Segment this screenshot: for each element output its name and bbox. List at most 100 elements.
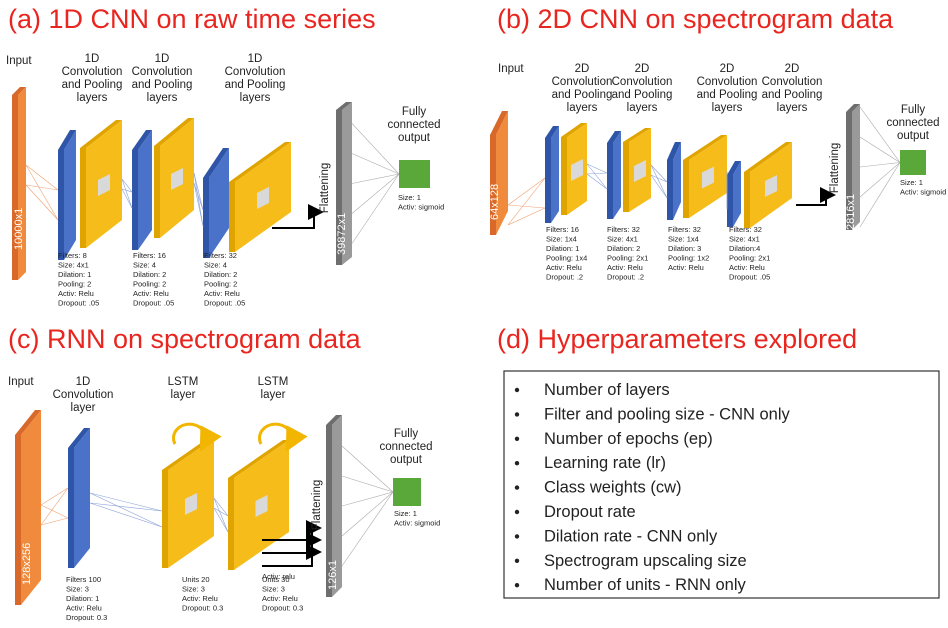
connection xyxy=(859,162,901,168)
flatten-block xyxy=(326,415,342,425)
layer-block xyxy=(68,428,90,448)
panel-title: (a) 1D CNN on raw time series xyxy=(8,4,376,34)
layer-param: Filters: 16 xyxy=(546,225,579,234)
layer-label: and Pooling xyxy=(762,89,823,101)
connection xyxy=(40,517,69,526)
output-param: Size: 1 xyxy=(900,178,923,187)
connection xyxy=(586,163,608,190)
input-size: 10000x1 xyxy=(13,208,25,250)
layer-label: and Pooling xyxy=(225,79,286,91)
panel-title: (d) Hyperparameters explored xyxy=(497,324,857,354)
connection xyxy=(213,507,229,533)
layer-param: Size: 3 xyxy=(182,585,205,594)
layer-block xyxy=(209,148,229,258)
layer-block xyxy=(683,160,689,218)
output-label: Fully xyxy=(394,428,419,440)
connection xyxy=(507,177,546,226)
layer-label: layer xyxy=(71,402,96,414)
connection xyxy=(650,164,668,199)
layer-label: 2D xyxy=(575,63,590,75)
flatten-block xyxy=(342,102,352,265)
layer-block xyxy=(673,142,681,220)
input-block xyxy=(21,410,41,605)
connection xyxy=(121,178,133,209)
layer-label: 2D xyxy=(785,63,800,75)
connection xyxy=(89,492,163,528)
layer-param: Pooling: 2 xyxy=(58,280,91,289)
layer-label: layers xyxy=(712,102,743,114)
layer-block xyxy=(733,161,741,227)
bullet xyxy=(514,534,520,539)
input-label: Input xyxy=(6,55,32,67)
layer-param: Dilation: 3 xyxy=(668,244,701,253)
layer-param: Activ: Relu xyxy=(66,604,102,613)
layer-param: Pooling: 2x1 xyxy=(607,254,648,263)
layer-param: Filters: 16 xyxy=(133,251,166,260)
layer-block xyxy=(727,161,741,175)
layer-param: Dropout: .2 xyxy=(607,273,644,282)
input-block xyxy=(12,95,18,280)
output-node xyxy=(393,478,421,506)
output-label: output xyxy=(897,130,930,142)
layer-label: and Pooling xyxy=(132,79,193,91)
panel-title: (b) 2D CNN on spectrogram data xyxy=(497,4,894,34)
layer-label: 1D xyxy=(76,376,91,388)
layer-param: Size: 4 xyxy=(133,261,156,270)
layer-param: Dropout: .05 xyxy=(58,299,99,308)
layer-label: and Pooling xyxy=(62,79,123,91)
layer-param: Units 20 xyxy=(182,575,210,584)
output-param: Activ: sigmoid xyxy=(394,519,440,528)
bullet xyxy=(514,509,520,515)
flatten-block xyxy=(326,425,332,597)
connection xyxy=(341,445,394,493)
connection xyxy=(351,173,400,184)
layer-label: layers xyxy=(777,102,808,114)
layer-label: Convolution xyxy=(225,66,286,78)
layer-block xyxy=(138,130,152,250)
layer-label: Convolution xyxy=(62,66,123,78)
recurrent-arrow xyxy=(258,422,308,452)
layer-param: Size: 1x4 xyxy=(546,235,577,244)
layer-param: Filters: 32 xyxy=(607,225,640,234)
layer-block xyxy=(58,150,64,260)
connection xyxy=(25,164,59,221)
output-label: output xyxy=(390,454,423,466)
layer-param: Dilation:4 xyxy=(729,244,760,253)
input-block xyxy=(18,87,26,280)
layer-param: Size: 3 xyxy=(66,585,89,594)
layer-label: Convolution xyxy=(762,76,823,88)
layer-param: Size: 1x4 xyxy=(668,235,699,244)
layer-param: Filters 100 xyxy=(66,575,101,584)
layer-param: Size: 3 xyxy=(262,585,285,594)
connection xyxy=(507,204,546,209)
layer-label: Convolution xyxy=(612,76,673,88)
layer-param: Pooling: 2x1 xyxy=(729,254,770,263)
layer-block xyxy=(203,148,229,178)
layer-param: Activ: Relu xyxy=(182,594,218,603)
layer-param: Dropout: .05 xyxy=(729,273,770,282)
bullet xyxy=(514,461,520,466)
layer-label: Convolution xyxy=(53,389,114,401)
output-param: Activ: sigmoid xyxy=(900,188,946,197)
connection xyxy=(40,487,69,526)
layer-label: Convolution xyxy=(697,76,758,88)
layer-block xyxy=(551,126,559,223)
layer-block xyxy=(64,130,76,260)
hyper-item: Number of layers xyxy=(544,381,670,399)
layer-block xyxy=(561,123,587,137)
kernel xyxy=(255,495,268,517)
input-block xyxy=(496,111,508,235)
input-label: Input xyxy=(498,63,524,75)
connection xyxy=(89,492,163,512)
flatten-block xyxy=(336,110,342,265)
hyper-item: Class weights (cw) xyxy=(544,479,682,497)
input-block xyxy=(15,410,41,435)
layer-block xyxy=(623,128,651,142)
input-size: 64x128 xyxy=(489,184,501,220)
connection xyxy=(341,475,394,493)
connection xyxy=(586,163,608,174)
layer-param: Filters: 32 xyxy=(204,251,237,260)
layer-block xyxy=(229,142,291,182)
kernel xyxy=(571,159,583,181)
flatten-size: 39872x1 xyxy=(336,213,348,255)
